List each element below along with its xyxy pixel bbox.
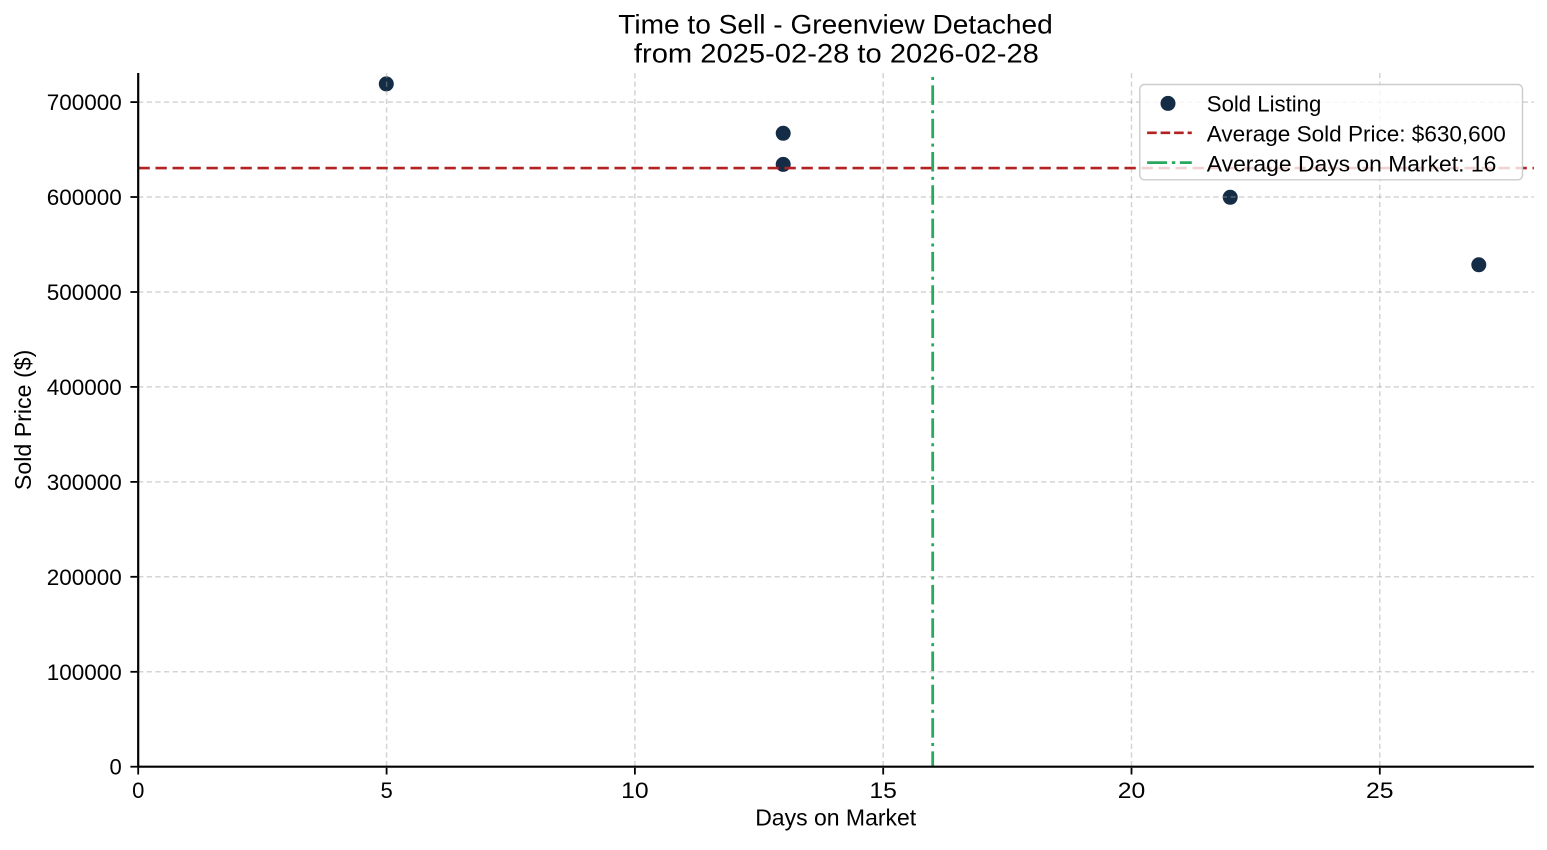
svg-text:0: 0 (110, 755, 122, 780)
svg-text:5: 5 (380, 778, 392, 803)
svg-text:100000: 100000 (47, 660, 122, 685)
svg-text:Sold Price ($): Sold Price ($) (10, 350, 36, 491)
svg-text:25: 25 (1366, 778, 1394, 803)
svg-text:500000: 500000 (47, 280, 122, 305)
svg-text:700000: 700000 (47, 90, 122, 115)
svg-text:from 2025-02-28 to 2026-02-28: from 2025-02-28 to 2026-02-28 (634, 38, 1039, 68)
svg-text:600000: 600000 (47, 185, 122, 210)
svg-text:0: 0 (132, 778, 144, 803)
svg-text:Average Days on Market: 16: Average Days on Market: 16 (1207, 152, 1497, 177)
svg-text:Days on Market: Days on Market (755, 804, 917, 830)
svg-text:10: 10 (621, 778, 649, 803)
svg-text:400000: 400000 (47, 375, 122, 400)
svg-text:200000: 200000 (47, 565, 122, 590)
svg-text:20: 20 (1118, 778, 1146, 803)
svg-text:Sold Listing: Sold Listing (1207, 92, 1322, 117)
svg-text:Average Sold Price: $630,600: Average Sold Price: $630,600 (1207, 121, 1506, 146)
svg-text:Time to Sell - Greenview Detac: Time to Sell - Greenview Detached (618, 9, 1053, 39)
svg-text:300000: 300000 (47, 470, 122, 495)
svg-text:15: 15 (869, 778, 897, 803)
